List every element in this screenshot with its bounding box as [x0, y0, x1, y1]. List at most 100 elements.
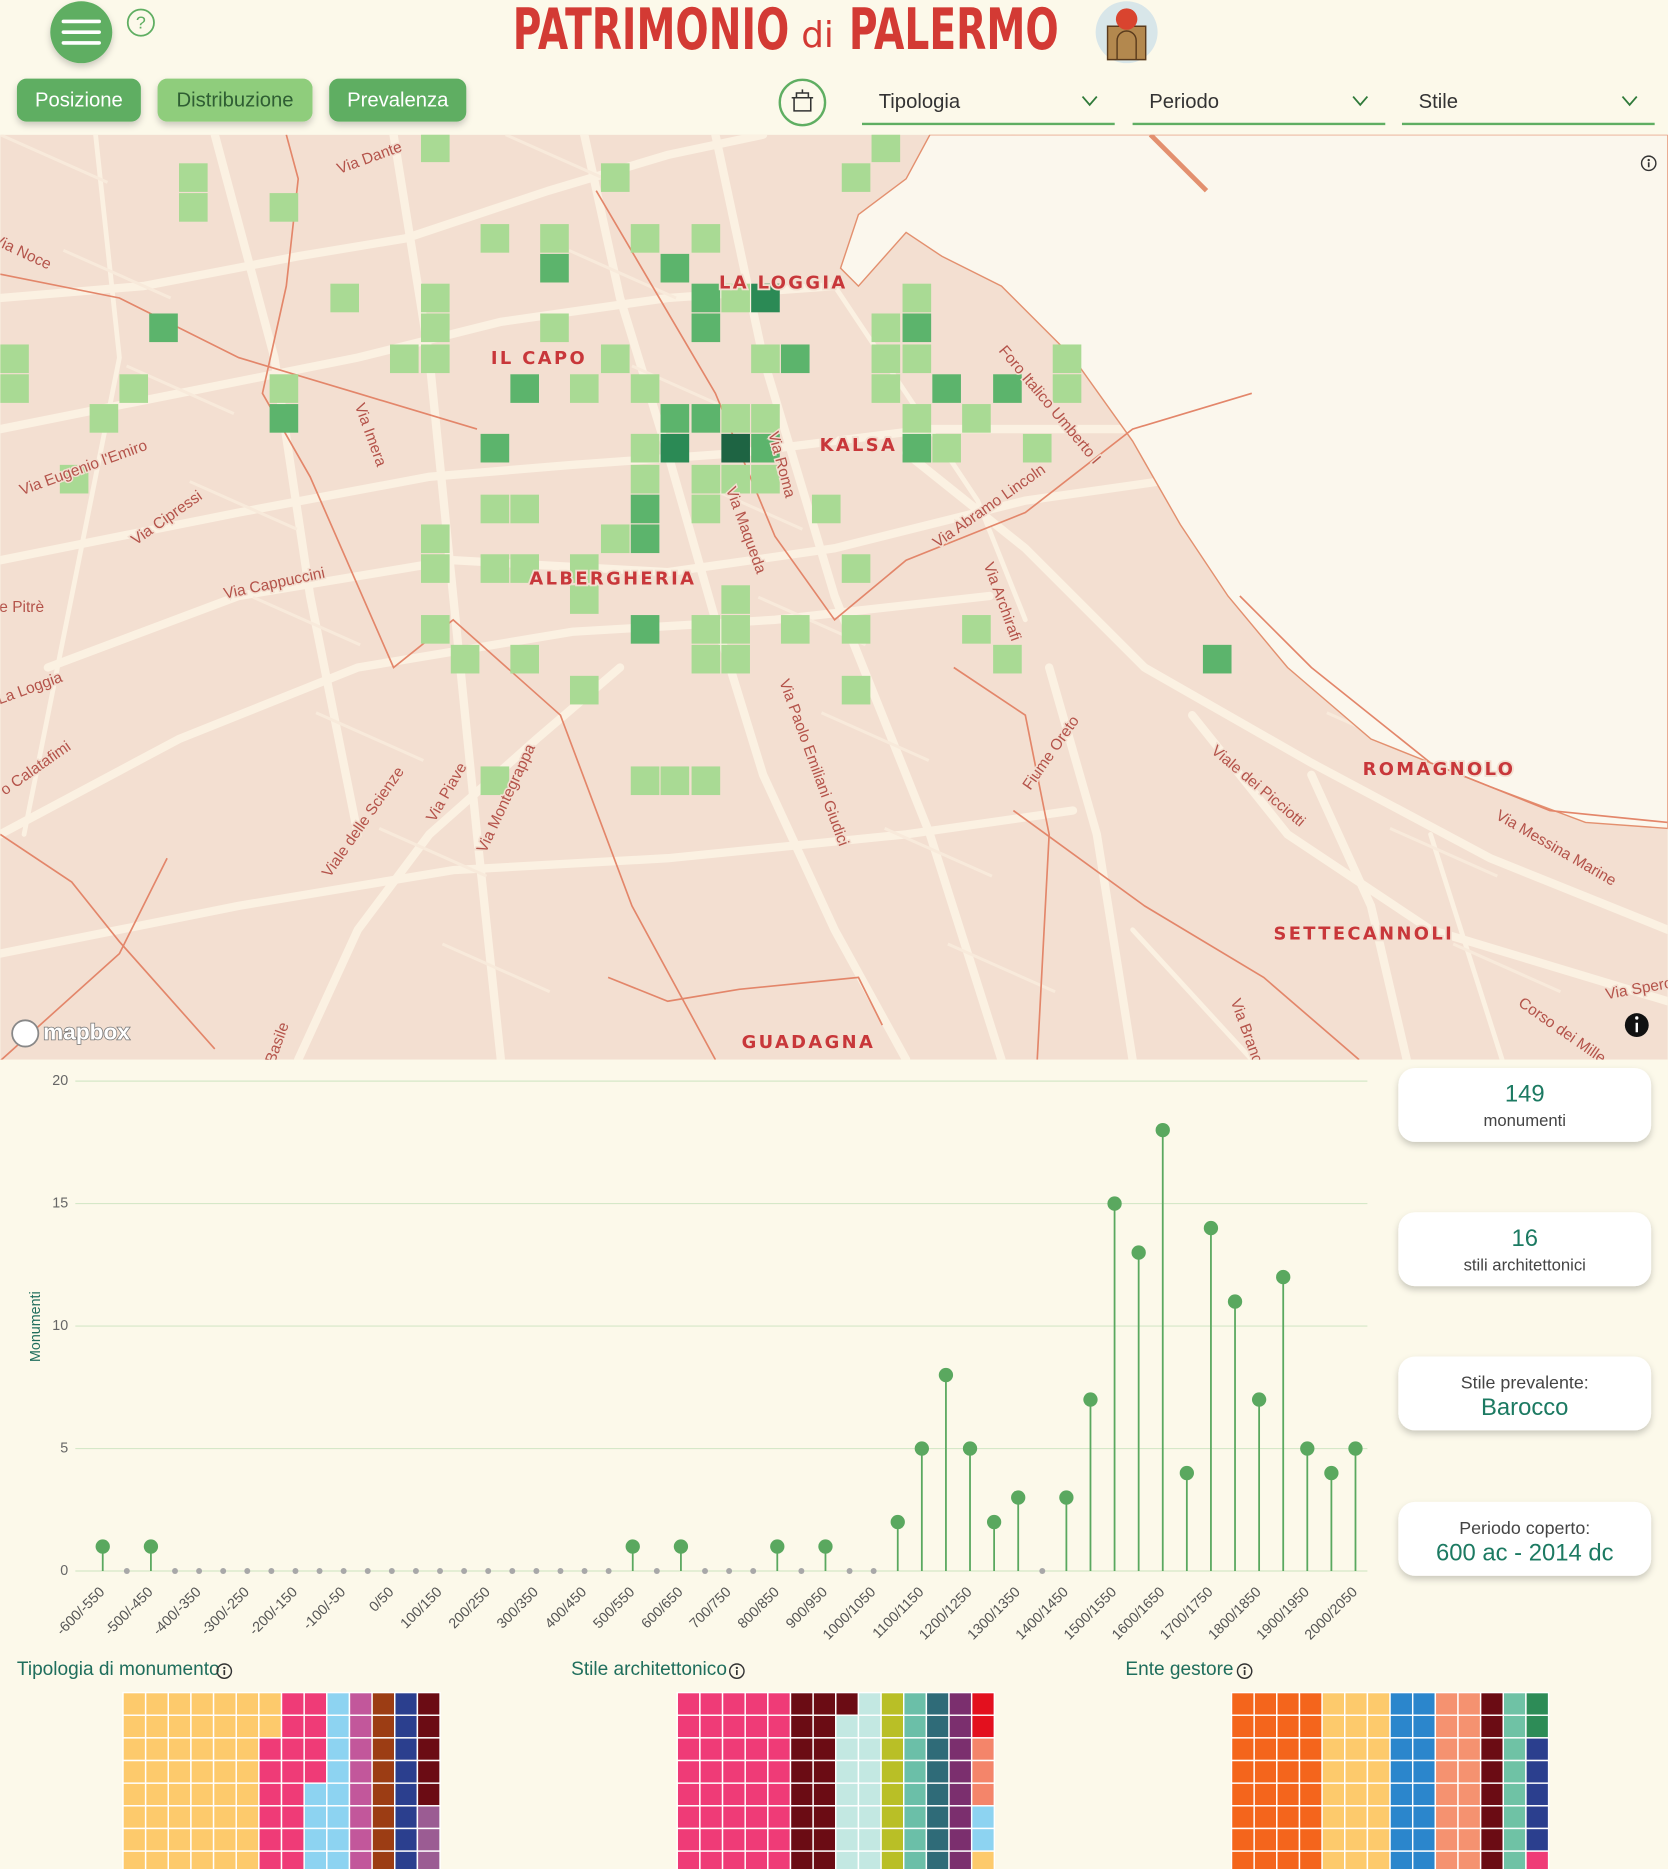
density-cell: [630, 433, 660, 463]
district-border: [607, 976, 884, 1026]
waffle-cell: [948, 1759, 973, 1784]
density-cell: [751, 283, 780, 313]
waffle-cell: [416, 1714, 441, 1739]
lollipop-head: [1300, 1441, 1315, 1456]
waffle-cell: [1411, 1759, 1437, 1784]
dropdown[interactable]: Stile: [1401, 91, 1655, 126]
tab[interactable]: Prevalenza: [329, 78, 467, 122]
minor-street: [1389, 827, 1498, 878]
waffle-cell: [903, 1782, 928, 1807]
menu-button[interactable]: [50, 1, 113, 64]
info-icon[interactable]: [1640, 155, 1657, 172]
waffle-cell: [167, 1737, 192, 1762]
waffle-cell: [835, 1827, 860, 1852]
dropdown-label: Tipologia: [879, 91, 961, 113]
lollipop-head: [625, 1539, 640, 1554]
minor-street: [0, 134, 109, 184]
mapbox-attribution[interactable]: mapbox: [42, 1019, 131, 1046]
waffle-title: Tipologia di monumento: [17, 1659, 220, 1680]
tab[interactable]: Distribuzione: [157, 78, 313, 122]
waffle-cell: [812, 1759, 837, 1784]
waffle-cell: [925, 1782, 950, 1807]
waffle-cell: [1411, 1737, 1437, 1762]
density-cell: [993, 374, 1022, 403]
waffle-cell: [1344, 1691, 1369, 1716]
waffle-cell: [1457, 1827, 1482, 1852]
waffle-cell: [744, 1850, 769, 1869]
tab[interactable]: Posizione: [16, 78, 141, 122]
waffle-cell: [1525, 1827, 1550, 1852]
density-cell: [600, 163, 630, 192]
density-cell: [721, 464, 750, 494]
waffle-cell: [835, 1737, 860, 1762]
density-cell: [630, 615, 660, 644]
waffle-cell: [767, 1782, 792, 1807]
monument-button[interactable]: [778, 78, 827, 127]
info-icon[interactable]: [216, 1663, 233, 1680]
density-cell: [179, 193, 208, 222]
waffle-cell: [1366, 1737, 1391, 1762]
stat-card-background: [1398, 1501, 1652, 1576]
density-cell: [269, 374, 299, 403]
district-border: [261, 134, 717, 1060]
waffle-cell: [1344, 1782, 1369, 1807]
minor-street: [125, 364, 235, 415]
tab-label: Prevalenza: [347, 90, 449, 112]
waffle-cell: [789, 1759, 814, 1784]
info-icon[interactable]: [1236, 1663, 1253, 1680]
density-cell: [902, 404, 932, 433]
waffle-cell: [348, 1850, 373, 1869]
waffle-cell: [1253, 1850, 1278, 1869]
waffle-cell: [1479, 1782, 1505, 1807]
density-cell: [691, 283, 721, 313]
waffle-cell: [348, 1759, 373, 1784]
waffle-cell: [303, 1737, 328, 1762]
district-label: ALBERGHERIA: [529, 568, 696, 589]
waffle-cell: [235, 1850, 260, 1869]
density-cell: [902, 283, 932, 313]
waffle-cell: [167, 1714, 192, 1739]
density-cell: [149, 313, 178, 343]
lollipop-head: [1179, 1465, 1194, 1481]
district-label: ROMAGNOLO: [1363, 759, 1516, 780]
waffle-cell: [1344, 1714, 1369, 1739]
density-cell: [540, 313, 569, 343]
dropdown[interactable]: Periodo: [1132, 91, 1386, 126]
waffle-cell: [326, 1782, 351, 1807]
waffle-cell: [1525, 1691, 1550, 1716]
waffle-cell: [676, 1805, 701, 1830]
waffle-cell: [190, 1714, 215, 1739]
waffle-cell: [835, 1805, 860, 1830]
waffle-cell: [767, 1714, 792, 1739]
waffle-cell: [1502, 1759, 1527, 1784]
waffle-cell: [416, 1850, 441, 1869]
lollipop: [1348, 1441, 1363, 1572]
district-label: KALSA: [820, 435, 898, 456]
waffle-cell: [676, 1850, 701, 1869]
zero-dot: [220, 1568, 227, 1574]
waffle-cell: [348, 1827, 373, 1852]
dropdown[interactable]: Tipologia: [862, 91, 1115, 126]
waffle-cell: [167, 1827, 192, 1852]
density-cell: [420, 313, 450, 343]
waffle-cell: [371, 1714, 396, 1739]
waffle-cell: [235, 1714, 260, 1739]
zero-dot: [581, 1568, 588, 1574]
waffle-cell: [721, 1737, 746, 1762]
waffle-cell: [212, 1850, 237, 1869]
waffle-cell: [258, 1759, 283, 1784]
tab-label: Posizione: [35, 90, 123, 112]
info-circle: [1236, 1663, 1253, 1680]
help-button[interactable]: ?: [126, 8, 155, 37]
waffle-cell: [190, 1805, 215, 1830]
lollipop-head: [1011, 1490, 1026, 1505]
info-icon[interactable]: [728, 1663, 745, 1680]
lollipop-head: [1155, 1122, 1170, 1138]
waffle-cell: [303, 1827, 328, 1852]
waffle-cell: [1344, 1759, 1369, 1784]
dropdown-label: Stile: [1419, 91, 1458, 113]
waffle-cell: [970, 1759, 996, 1784]
waffle-cell: [1276, 1759, 1301, 1784]
density-cell: [630, 766, 660, 796]
x-tick-label: 400/450: [542, 1584, 590, 1632]
